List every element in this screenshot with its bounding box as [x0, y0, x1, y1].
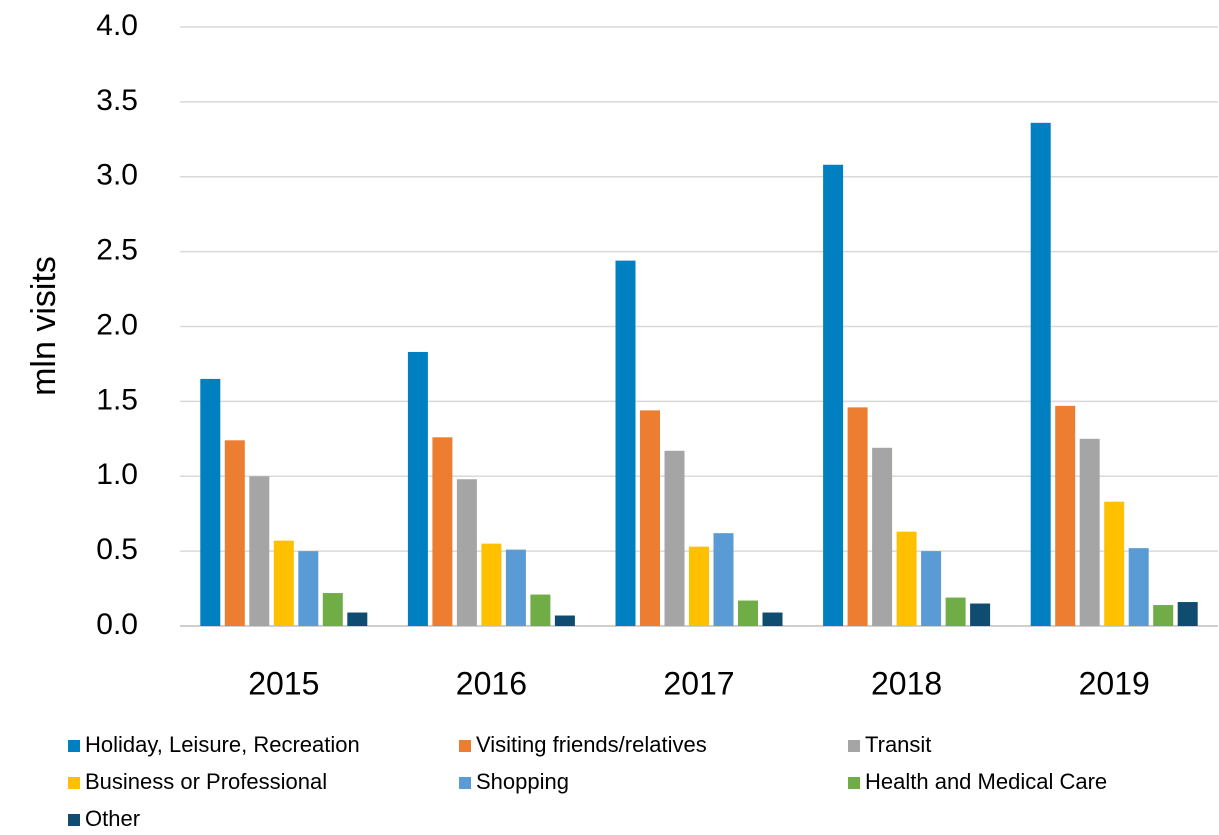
legend-swatch: [459, 740, 471, 752]
bar: [762, 612, 783, 626]
bar: [456, 479, 477, 626]
x-tick-label: 2019: [1079, 665, 1150, 701]
legend-label: Holiday, Leisure, Recreation: [85, 732, 360, 757]
legend-label: Visiting friends/relatives: [476, 732, 707, 757]
y-tick-label: 0.5: [96, 533, 138, 566]
y-tick-label: 1.0: [96, 458, 138, 491]
legend-swatch: [848, 777, 860, 789]
bar: [1104, 501, 1125, 626]
legend-label: Shopping: [476, 769, 569, 794]
y-tick-label: 2.5: [96, 234, 138, 267]
legend-label: Health and Medical Care: [865, 769, 1107, 794]
bar: [738, 600, 758, 626]
y-axis-label: mln visits: [25, 256, 63, 396]
x-tick-label: 2015: [248, 665, 319, 701]
legend-label: Transit: [865, 732, 931, 757]
bar: [970, 603, 991, 626]
bar: [530, 594, 551, 626]
bar: [1128, 548, 1149, 626]
bar: [823, 164, 844, 626]
bar: [298, 551, 319, 626]
y-tick-label: 3.5: [96, 84, 138, 117]
legend-swatch: [68, 814, 80, 826]
bar: [872, 447, 893, 626]
bar: [1055, 405, 1076, 626]
legend-swatch: [68, 777, 80, 789]
bar: [615, 260, 636, 626]
bar: [200, 378, 221, 626]
bar: [249, 476, 270, 626]
bar: [273, 540, 294, 626]
bar: [347, 612, 368, 626]
bar: [896, 531, 917, 626]
bar: [689, 546, 709, 626]
bar: [921, 551, 942, 626]
bar: [224, 440, 245, 626]
bar: [713, 533, 734, 626]
legend-swatch: [459, 777, 471, 789]
x-tick-label: 2018: [871, 665, 942, 701]
bar: [664, 450, 685, 626]
legend-label: Business or Professional: [85, 769, 327, 794]
y-tick-label: 4.0: [96, 9, 138, 42]
y-tick-label: 0.0: [96, 608, 138, 641]
bar: [1079, 438, 1100, 626]
y-tick-label: 2.0: [96, 308, 138, 341]
x-tick-label: 2017: [663, 665, 734, 701]
bar: [481, 543, 502, 626]
bar: [505, 549, 526, 626]
bar: [554, 615, 575, 626]
bar: [1153, 605, 1174, 626]
bar: [322, 593, 343, 626]
legend-swatch: [68, 740, 80, 752]
bar: [1030, 122, 1051, 626]
bar: [407, 351, 428, 626]
x-tick-label: 2016: [456, 665, 527, 701]
bar: [1177, 602, 1198, 626]
y-tick-label: 1.5: [96, 383, 138, 416]
bar: [945, 597, 966, 626]
y-tick-label: 3.0: [96, 159, 138, 192]
legend-swatch: [848, 740, 860, 752]
legend-label: Other: [85, 806, 140, 831]
bar: [432, 437, 453, 626]
bar: [847, 407, 868, 626]
bar: [640, 410, 660, 626]
